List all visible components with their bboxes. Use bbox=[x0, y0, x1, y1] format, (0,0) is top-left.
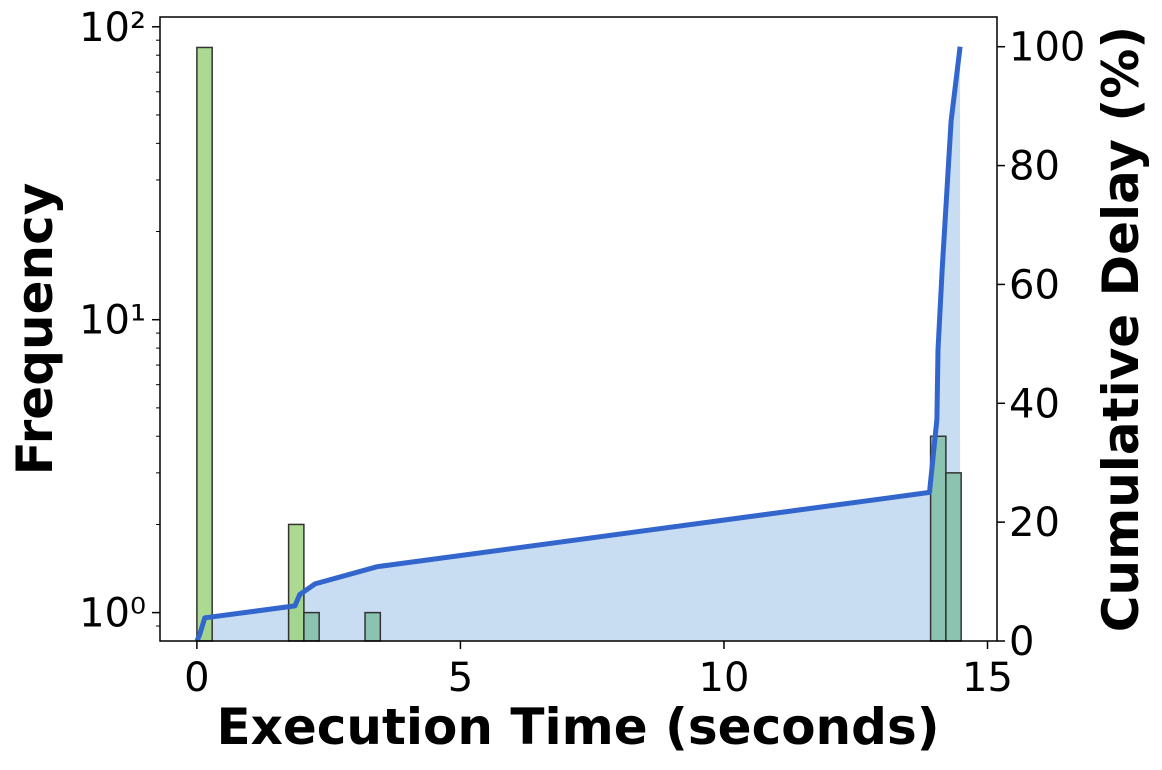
histogram-bar bbox=[303, 611, 320, 642]
y-tick-label: 10² bbox=[79, 5, 146, 51]
x-axis-label: Execution Time (seconds) bbox=[216, 698, 939, 756]
y2-tick-label: 40 bbox=[1009, 381, 1060, 427]
y2-tick-label: 100 bbox=[1009, 25, 1085, 71]
y-tick-label: 10¹ bbox=[79, 298, 146, 344]
plot-frame bbox=[159, 16, 998, 642]
y2-tick-label: 20 bbox=[1009, 500, 1060, 546]
y-tick-label: 10⁰ bbox=[79, 591, 146, 637]
cumulative-area bbox=[196, 46, 961, 641]
y2-axis-label: Cumulative Delay (%) bbox=[1092, 26, 1150, 632]
y2-tick-label: 60 bbox=[1009, 262, 1060, 308]
x-tick-label: 5 bbox=[448, 655, 473, 701]
y2-tick-label: 0 bbox=[1009, 619, 1034, 665]
y2-tick-label: 80 bbox=[1009, 144, 1060, 190]
cumulative-line bbox=[194, 46, 963, 643]
x-tick-label: 10 bbox=[699, 655, 750, 701]
histogram-bar bbox=[287, 523, 305, 642]
x-tick-label: 15 bbox=[962, 655, 1013, 701]
histogram-bar bbox=[364, 611, 382, 642]
y-axis-label: Frequency bbox=[6, 183, 64, 476]
histogram-bar bbox=[945, 472, 962, 642]
x-tick-label: 0 bbox=[184, 655, 209, 701]
histogram-bar bbox=[196, 46, 213, 642]
